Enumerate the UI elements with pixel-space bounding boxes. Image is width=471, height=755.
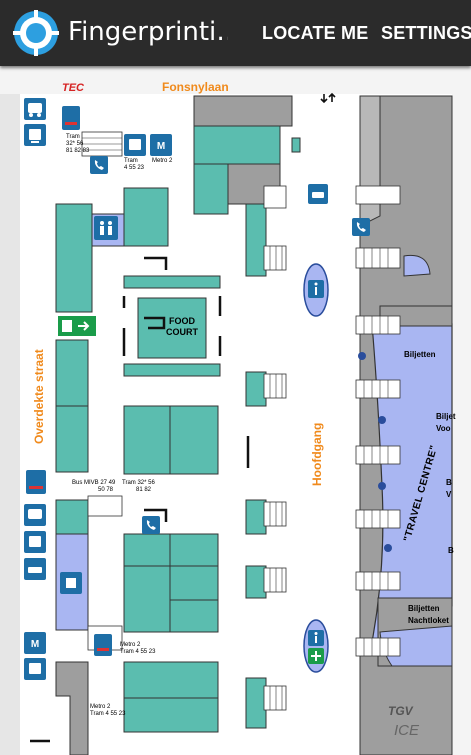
metro-icon: M — [150, 134, 172, 156]
food-court-label: FOOD COURT — [166, 316, 198, 338]
tram-top-label: Tram 32* 56 81 82 83 — [66, 134, 89, 155]
tram-top-line-1: Tram — [66, 134, 80, 140]
phone-icon-3 — [142, 516, 160, 534]
counter-nachtloket: Nachtloket — [408, 616, 449, 625]
counter-biljetten-2: Biljet — [436, 412, 456, 421]
counter-biljetten-3: Biljetten — [408, 604, 440, 613]
locate-me-button[interactable]: LOCATE ME — [262, 23, 369, 43]
tgv-logo: TGV — [388, 704, 413, 718]
food-court-line-2: COURT — [166, 327, 198, 337]
tram-mid-line-1: Tram 32* 56 — [122, 480, 155, 486]
metro-2-bottom-line-1: Metro 2 — [90, 704, 111, 710]
bus-icon-2 — [24, 504, 46, 526]
tram-icon-3 — [24, 658, 46, 680]
metro-2-bottom-label: Metro 2 Tram 4 55 23 — [90, 704, 125, 718]
metro-2-low-label: Metro 2 Tram 4 55 23 — [120, 642, 155, 656]
tram-mid-label: Tram 32* 56 81 82 — [122, 480, 155, 494]
tram-icon-2 — [24, 531, 46, 553]
bus-mivb-label: Bus MIVB 27 49 50 78 — [72, 480, 115, 494]
escalator-arrows-icon — [320, 92, 336, 104]
settings-button[interactable]: SETTINGS — [381, 23, 471, 43]
metro-2-top-label: Metro 2 — [152, 158, 173, 164]
metro-2-low-line-2: Tram 4 55 23 — [120, 649, 156, 655]
app-bar: Fingerprinti… LOCATE ME SETTINGS — [0, 0, 471, 66]
tram-4-line-2: 4 55 23 — [124, 165, 145, 171]
metro-2-low-line-1: Metro 2 — [120, 642, 141, 648]
tram-icon — [24, 124, 46, 146]
ice-logo: ICE — [394, 722, 420, 739]
counter-b: B — [446, 478, 452, 487]
tram-top-line-2: 32* 56 — [66, 141, 84, 147]
tram-stop-icon — [124, 134, 146, 156]
ticket-icon — [62, 106, 80, 130]
taxi-icon-2 — [24, 558, 46, 580]
app-title: Fingerprinti… — [68, 17, 228, 47]
bus-icon — [24, 98, 46, 120]
tram-4-line-1: Tram — [124, 158, 138, 164]
tram-top-line-3: 81 82 83 — [66, 148, 90, 154]
toilet-icon — [94, 216, 118, 240]
metro-icon-2: M — [24, 632, 46, 654]
ticket-icon-3 — [94, 634, 112, 656]
tec-logo: TEC — [62, 82, 84, 94]
bus-line-1: Bus MIVB 27 49 — [72, 480, 116, 486]
phone-icon — [90, 156, 108, 174]
counter-v: V — [446, 490, 452, 499]
hall-hoofdgang: Hoofdgang — [310, 422, 324, 486]
phone-icon-2 — [352, 218, 370, 236]
exit-icon — [58, 316, 96, 336]
info-icon — [308, 280, 324, 298]
metro-2-bottom-line-2: Tram 4 55 23 — [90, 711, 126, 717]
svg-text:M: M — [157, 141, 165, 152]
ticket-icon-2 — [26, 470, 46, 494]
luggage-icon — [60, 572, 82, 594]
street-overdekte-straat: Overdekte straat — [32, 349, 46, 444]
bus-line-2: 50 78 — [98, 487, 114, 493]
svg-text:M: M — [31, 639, 39, 650]
info-icon-2 — [308, 630, 324, 646]
food-court-line-1: FOOD — [169, 316, 195, 326]
counter-b-2: B — [448, 546, 454, 555]
floor-plan-drawing — [0, 94, 453, 755]
counter-biljetten-1: Biljetten — [404, 350, 436, 359]
first-aid-icon — [308, 648, 324, 664]
taxi-icon — [308, 184, 328, 204]
tram-4-label: Tram 4 55 23 — [124, 158, 144, 172]
floor-map[interactable]: M M TEC Fonsnylaan Overdekte straat Hoof… — [0, 66, 471, 755]
app-logo-icon — [13, 10, 59, 56]
street-fonsnylaan: Fonsnylaan — [162, 80, 229, 94]
counter-voor: Voo — [436, 424, 451, 433]
tram-mid-line-2: 81 82 — [136, 487, 152, 493]
